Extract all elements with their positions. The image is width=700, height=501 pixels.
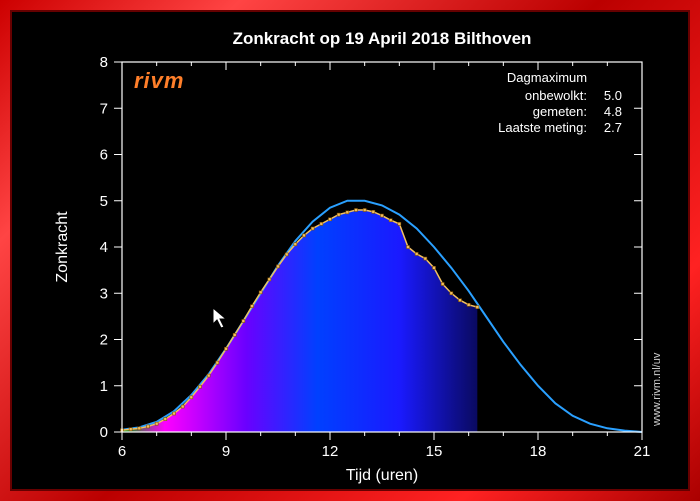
gemeten-marker [199, 385, 202, 388]
gemeten-marker [225, 347, 228, 350]
gemeten-marker [415, 252, 418, 255]
gemeten-marker [441, 283, 444, 286]
gemeten-marker [216, 361, 219, 364]
gemeten-marker [398, 222, 401, 225]
x-tick-label: 21 [634, 443, 651, 460]
gemeten-marker [277, 265, 280, 268]
outer-frame: 6912151821012345678Zonkracht op 19 April… [0, 0, 700, 501]
gemeten-marker [476, 306, 479, 309]
gemeten-marker [155, 422, 158, 425]
gemeten-marker [251, 305, 254, 308]
gemeten-marker [320, 222, 323, 225]
gemeten-marker [233, 333, 236, 336]
gemeten-marker [294, 243, 297, 246]
gemeten-marker [268, 278, 271, 281]
y-tick-label: 6 [100, 147, 108, 164]
chart: 6912151821012345678Zonkracht op 19 April… [12, 12, 688, 489]
x-tick-label: 15 [426, 443, 443, 460]
gemeten-marker [147, 425, 150, 428]
gemeten-marker [424, 257, 427, 260]
gemeten-marker [190, 396, 193, 399]
y-tick-label: 3 [100, 285, 108, 302]
legend-last-label: Laatste meting: [498, 120, 587, 135]
gemeten-marker [355, 209, 358, 212]
gemeten-marker [181, 405, 184, 408]
y-tick-label: 7 [100, 100, 108, 117]
gemeten-marker [242, 320, 245, 323]
gemeten-marker [138, 427, 141, 430]
gemeten-marker [129, 428, 132, 431]
y-axis-label: Zonkracht [54, 211, 71, 283]
inner-frame: 6912151821012345678Zonkracht op 19 April… [10, 10, 690, 491]
gemeten-marker [467, 303, 470, 306]
y-tick-label: 4 [100, 239, 108, 256]
x-tick-label: 12 [322, 443, 339, 460]
gemeten-marker [311, 227, 314, 230]
y-tick-label: 5 [100, 193, 108, 210]
rivm-logo: rivm [134, 68, 184, 93]
chart-title: Zonkracht op 19 April 2018 Bilthoven [233, 29, 532, 48]
y-tick-label: 2 [100, 332, 108, 349]
gemeten-marker [372, 210, 375, 213]
source-url: www.rivm.nl/uv [651, 352, 663, 427]
gemeten-marker [173, 412, 176, 415]
gemeten-marker [303, 234, 306, 237]
gemeten-marker [207, 374, 210, 377]
x-tick-label: 6 [118, 443, 126, 460]
gemeten-marker [389, 219, 392, 222]
gemeten-marker [164, 418, 167, 421]
x-tick-label: 9 [222, 443, 230, 460]
gemeten-marker [329, 218, 332, 221]
legend-title: Dagmaximum [507, 70, 587, 85]
chart-svg: 6912151821012345678Zonkracht op 19 April… [12, 12, 688, 489]
x-axis-label: Tijd (uren) [346, 467, 418, 484]
legend-last-value: 2.7 [604, 120, 622, 135]
gemeten-marker [346, 211, 349, 214]
gemeten-marker [407, 246, 410, 249]
y-tick-label: 0 [100, 424, 108, 441]
legend-value: 5.0 [604, 88, 622, 103]
y-tick-label: 1 [100, 378, 108, 395]
legend-label: gemeten: [533, 104, 587, 119]
gemeten-marker [259, 291, 262, 294]
gemeten-marker [450, 292, 453, 295]
gemeten-marker [285, 253, 288, 256]
gemeten-marker [337, 213, 340, 216]
legend-label: onbewolkt: [525, 88, 587, 103]
x-tick-label: 18 [530, 443, 547, 460]
y-tick-label: 8 [100, 54, 108, 71]
legend-value: 4.8 [604, 104, 622, 119]
gemeten-marker [459, 299, 462, 302]
gemeten-marker [381, 214, 384, 217]
gemeten-marker [433, 266, 436, 269]
gemeten-marker [363, 209, 366, 212]
